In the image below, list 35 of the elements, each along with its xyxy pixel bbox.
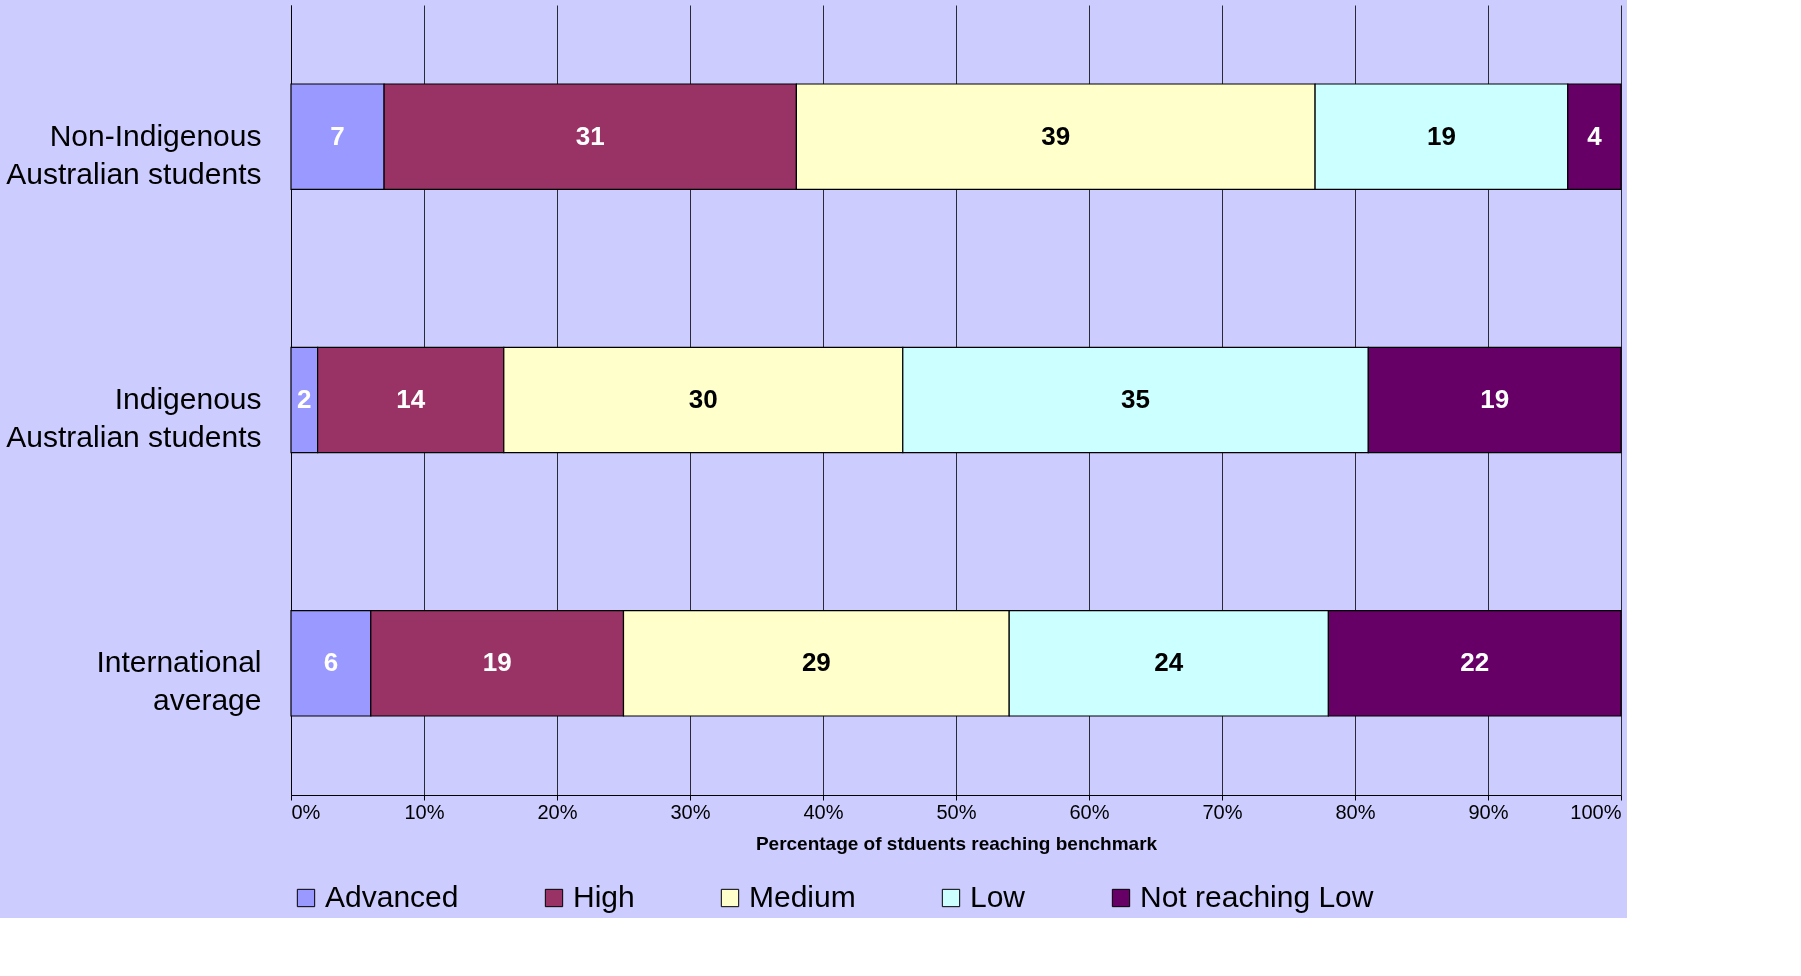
data-label: 35 bbox=[1121, 384, 1151, 414]
x-tick-label: 10% bbox=[404, 800, 445, 823]
y-tick-label: Indigenous Australian students bbox=[6, 382, 262, 453]
x-tick-label: 70% bbox=[1202, 800, 1243, 823]
data-label: 39 bbox=[1041, 120, 1071, 151]
data-label: 31 bbox=[575, 120, 605, 151]
legend-label: Low bbox=[970, 880, 1026, 913]
x-tick-label: 40% bbox=[803, 800, 844, 823]
data-label: 6 bbox=[323, 647, 339, 678]
data-label: 30 bbox=[688, 384, 718, 414]
data-label: 22 bbox=[1460, 647, 1490, 678]
y-tick-label: International average bbox=[96, 645, 262, 717]
x-tick-label: 20% bbox=[537, 800, 578, 823]
legend-label: Not reaching Low bbox=[1140, 880, 1374, 913]
data-label: 29 bbox=[801, 647, 831, 678]
x-tick-label: 50% bbox=[936, 800, 977, 823]
legend-label: Medium bbox=[749, 880, 856, 913]
data-label: 4 bbox=[1587, 120, 1603, 151]
x-tick-label: 30% bbox=[670, 800, 711, 823]
x-tick-label: 60% bbox=[1069, 800, 1110, 823]
legend-label: High bbox=[573, 880, 635, 913]
data-label: 7 bbox=[330, 120, 345, 151]
x-tick-label: 90% bbox=[1468, 800, 1509, 823]
data-label: 2 bbox=[297, 384, 312, 414]
data-label: 19 bbox=[1426, 120, 1456, 151]
x-axis-title: Percentage of stduents reaching benchmark bbox=[755, 832, 1158, 854]
x-tick-label: 100% bbox=[1570, 800, 1622, 823]
x-tick-label: 0% bbox=[291, 800, 321, 823]
data-label: 19 bbox=[482, 647, 512, 678]
data-label: 14 bbox=[396, 384, 426, 414]
legend-label: Advanced bbox=[325, 880, 459, 913]
x-tick-label: 80% bbox=[1335, 800, 1376, 823]
data-label: 24 bbox=[1154, 647, 1184, 678]
data-label: 19 bbox=[1480, 384, 1510, 414]
y-tick-label: Non-Indigenous Australian students bbox=[6, 118, 262, 190]
